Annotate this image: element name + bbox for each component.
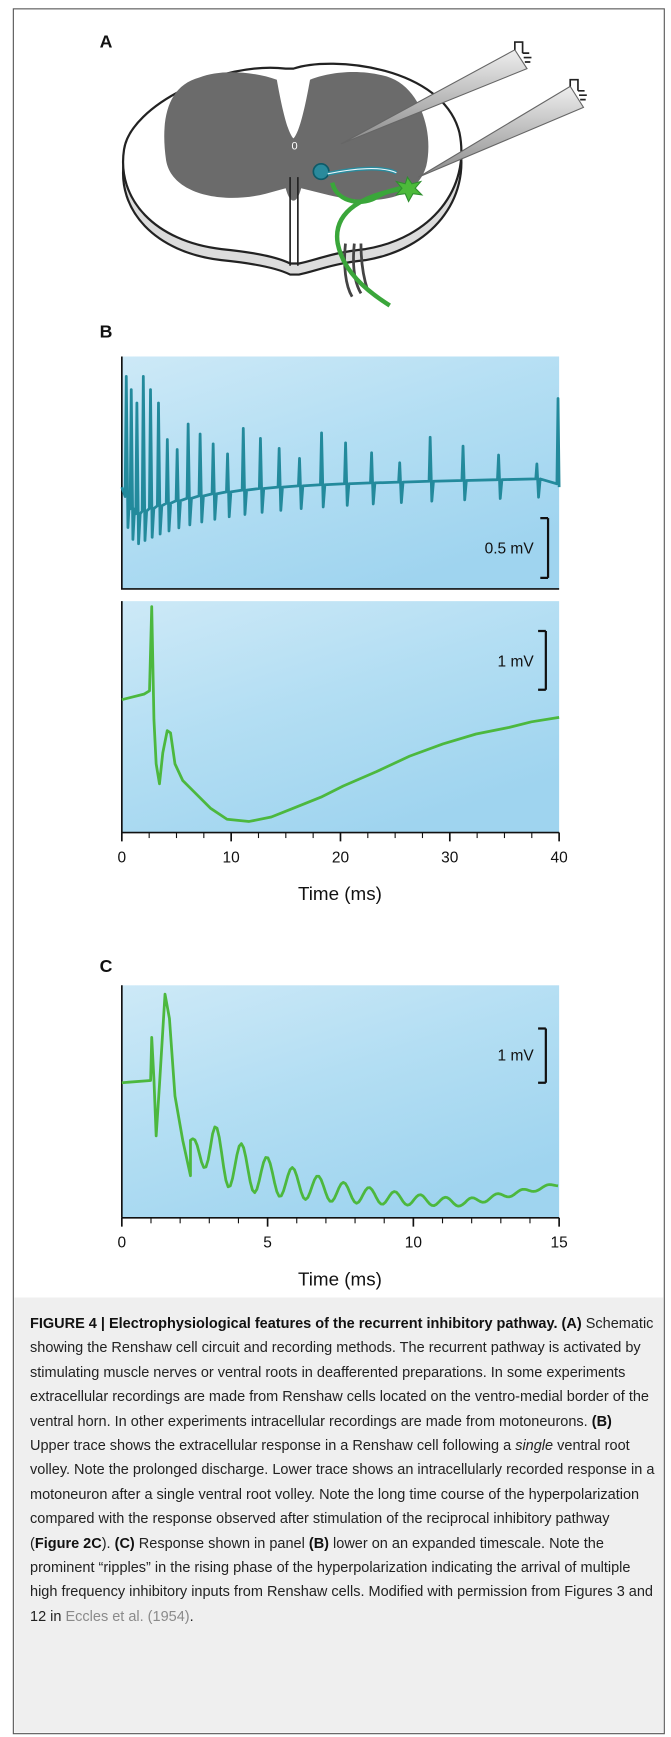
- caption-emphasis: single: [515, 1438, 554, 1455]
- x-tick-label: 0: [118, 1235, 127, 1252]
- x-axis: 0 10 20 30 40: [118, 831, 568, 866]
- x-tick-label: 15: [551, 1235, 568, 1252]
- plot-background: [121, 601, 560, 833]
- x-tick-label: 0: [118, 849, 127, 866]
- caption-text: Response shown in panel: [138, 1535, 305, 1552]
- x-tick-label: 10: [223, 849, 240, 866]
- figure-border: [12, 8, 665, 1735]
- scale-label: 0.5 mV: [485, 541, 535, 558]
- scale-bar: [540, 517, 550, 579]
- x-tick-label: 30: [441, 849, 458, 866]
- lower-trace: [121, 605, 560, 823]
- caption-background: [14, 1297, 664, 1733]
- caption-title: FIGURE 4 | Electrophysiological features…: [30, 1316, 558, 1332]
- x-axis-label: Time (ms): [298, 1268, 382, 1289]
- caption-ref: Figure 2C: [34, 1535, 102, 1552]
- x-axis-label: Time (ms): [298, 883, 382, 904]
- axis-line: [121, 356, 560, 590]
- caption-text: ventral root volley. Note the prolonged …: [30, 1438, 655, 1552]
- caption: FIGURE 4 | Electrophysiological features…: [30, 1312, 655, 1629]
- citation-link[interactable]: Eccles et al. (1954): [65, 1608, 190, 1625]
- caption-ref: (A): [561, 1316, 582, 1332]
- caption-text: Schematic showing the Renshaw cell circu…: [30, 1316, 654, 1430]
- scale-label: 1 mV: [498, 653, 535, 670]
- x-tick-label: 10: [405, 1235, 422, 1252]
- panel-label: B: [100, 322, 113, 342]
- scale-bar: [538, 1027, 547, 1084]
- scale-bar: [538, 629, 547, 691]
- plot-background: [121, 985, 560, 1218]
- caption-text: Upper trace shows the extracellular resp…: [30, 1438, 512, 1455]
- upper-trace: [120, 375, 561, 546]
- x-tick-label: 40: [551, 849, 568, 866]
- panel-label: C: [100, 956, 113, 976]
- x-tick-label: 20: [332, 849, 349, 866]
- canal-label: 0: [291, 140, 297, 152]
- panel-label: A: [100, 32, 113, 52]
- trace: [121, 992, 559, 1208]
- caption-ref: (C): [114, 1535, 135, 1552]
- spinal-cord-schematic: 0: [121, 41, 587, 308]
- plot-background: [121, 356, 560, 589]
- caption-ref: (B): [591, 1413, 612, 1430]
- scale-label: 1 mV: [498, 1048, 535, 1065]
- caption-text: lower on an expanded timescale. Note the…: [30, 1535, 653, 1625]
- caption-text: .: [189, 1608, 194, 1625]
- x-axis: 0 5 10 15: [118, 1216, 568, 1252]
- caption-text: ).: [101, 1535, 111, 1552]
- caption-ref: (B): [308, 1535, 330, 1552]
- x-tick-label: 5: [263, 1235, 272, 1252]
